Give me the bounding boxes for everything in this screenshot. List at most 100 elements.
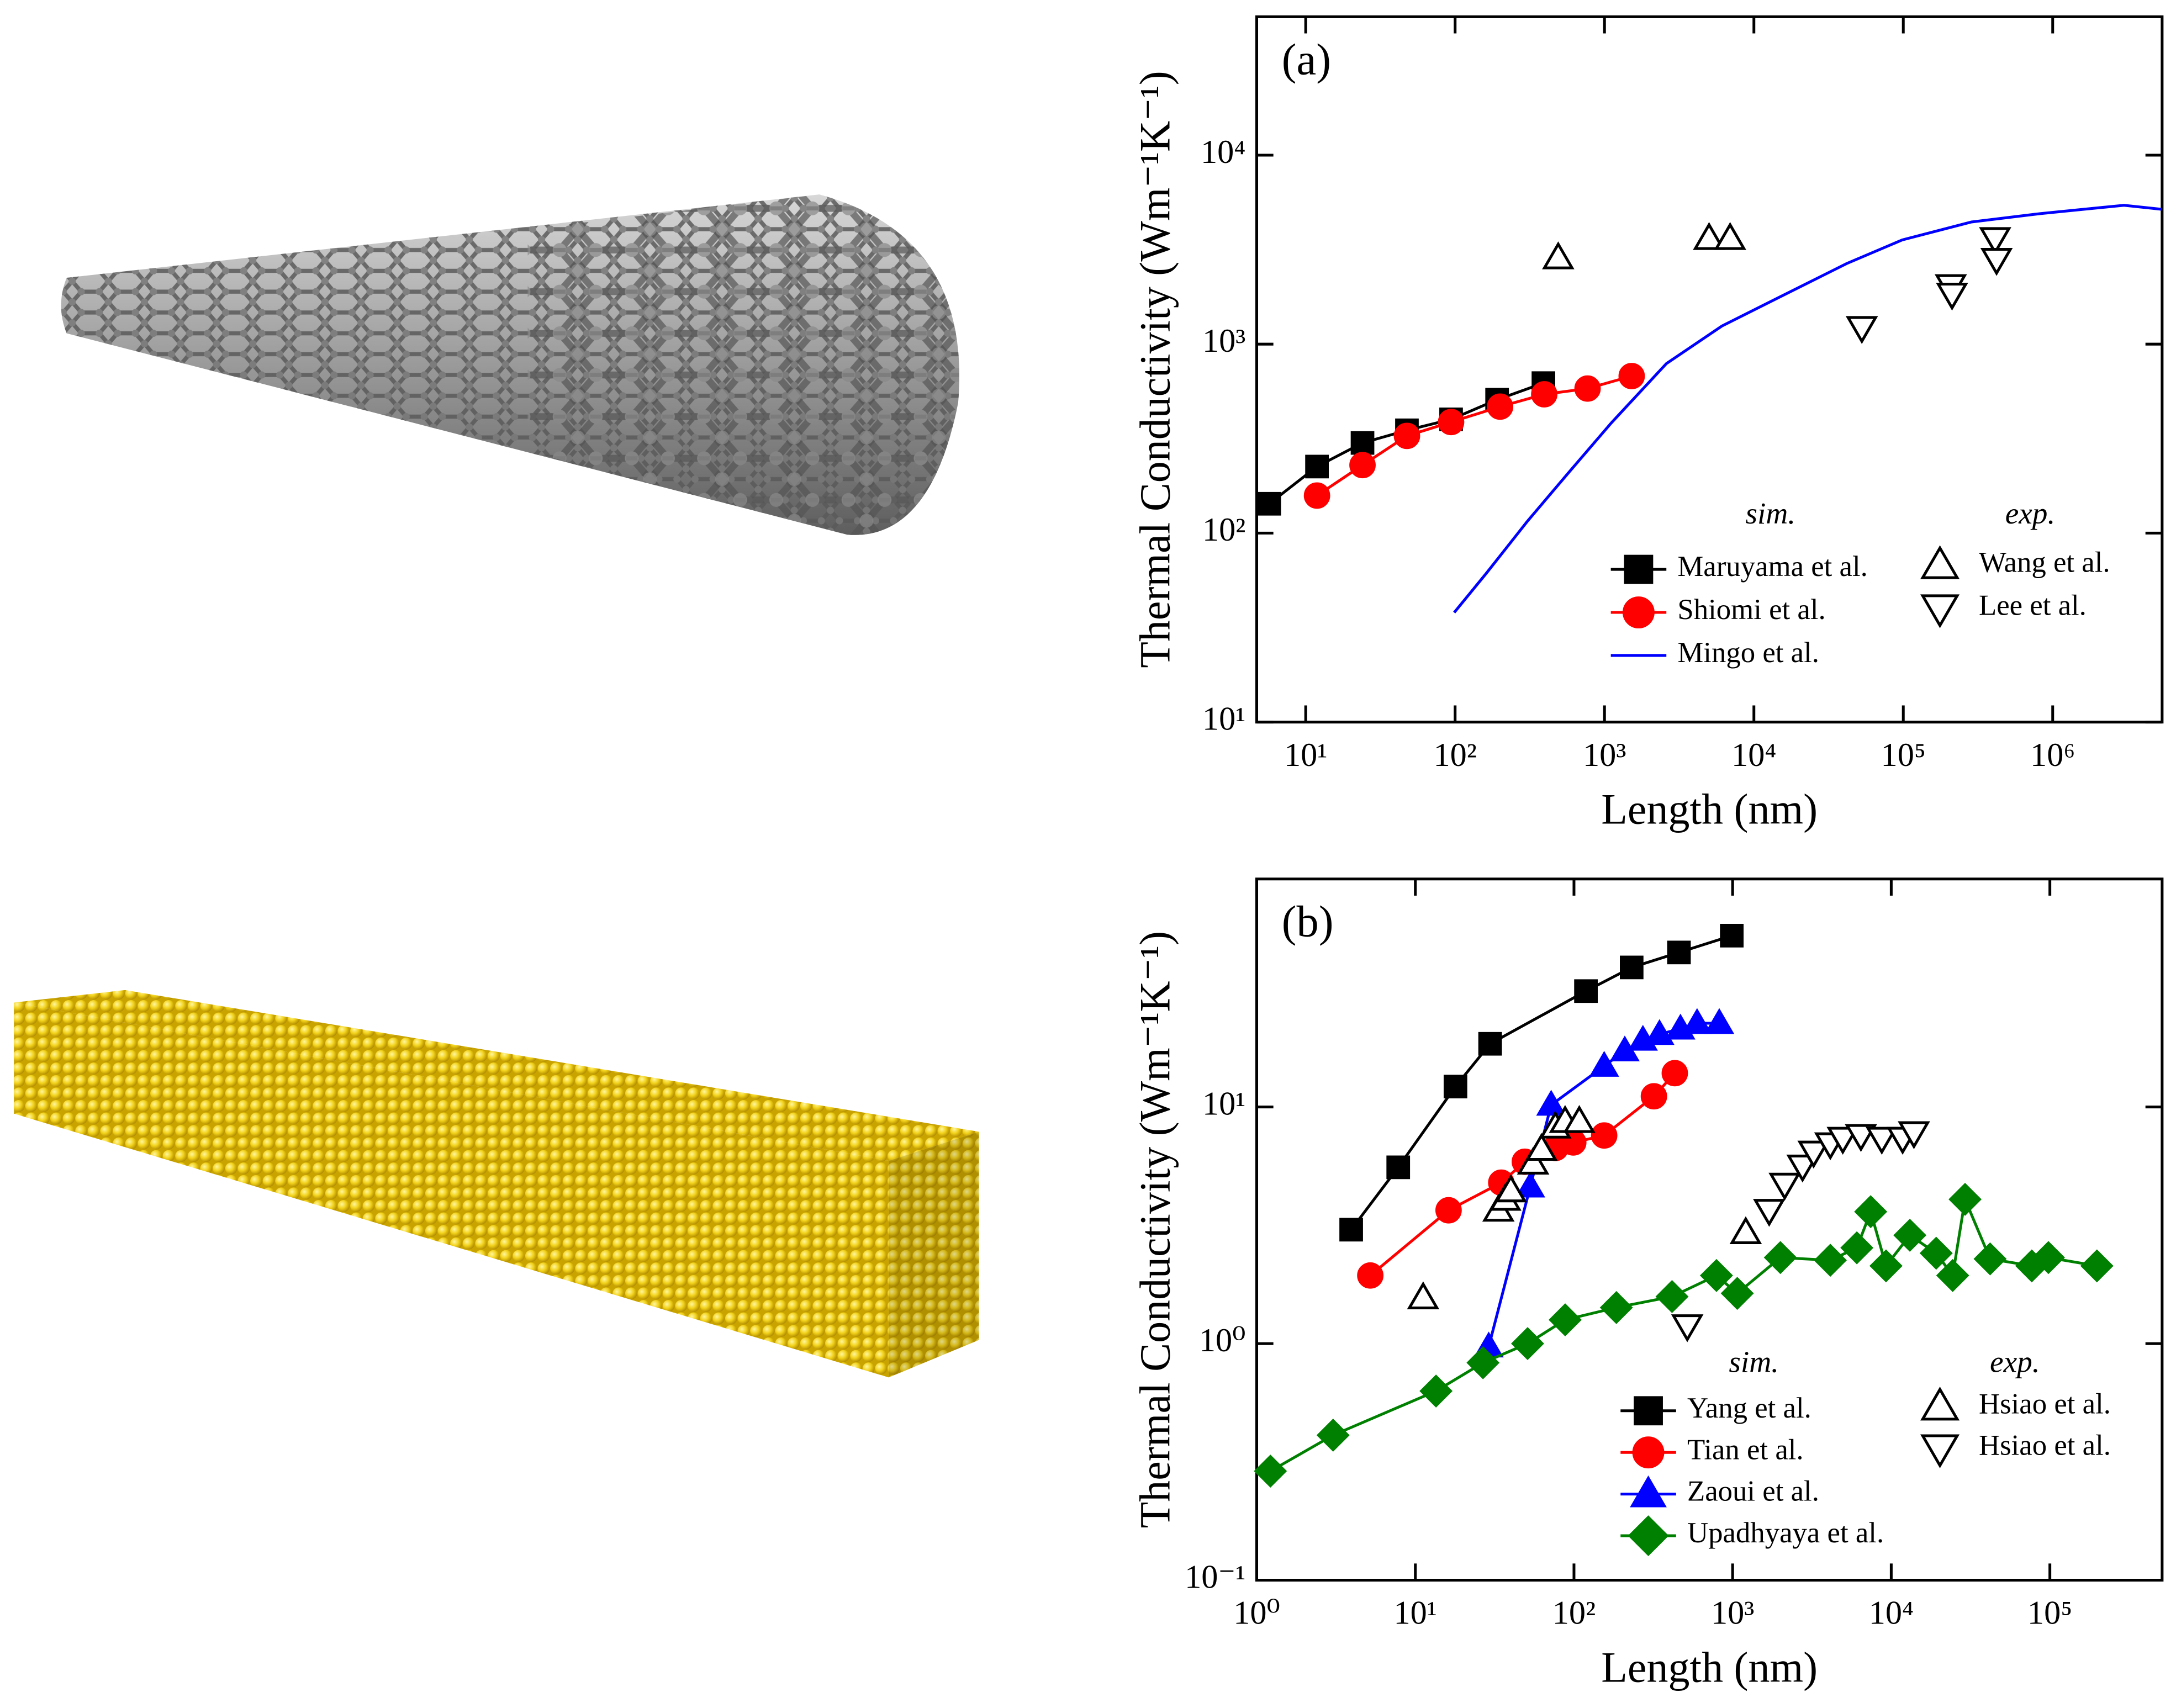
marker-triangle-down: [1980, 248, 2013, 276]
marker-diamond: [1316, 1419, 1350, 1452]
marker-diamond: [1254, 1455, 1287, 1488]
marker-triangle-up: [1525, 1133, 1558, 1161]
marker-diamond: [1699, 1258, 1733, 1292]
panel-label: (b): [1282, 897, 1334, 946]
marker-circle: [1357, 1262, 1384, 1289]
marker-triangle-down: [1979, 227, 2011, 255]
marker-diamond: [2080, 1249, 2114, 1283]
marker-triangle-up: [1536, 1090, 1566, 1116]
marker-triangle-up: [1714, 222, 1746, 250]
marker-diamond: [1814, 1244, 1847, 1277]
marker-square: [1620, 955, 1644, 980]
legend-marker: [1634, 1396, 1663, 1426]
marker-triangle-down: [1845, 1124, 1877, 1152]
marker-diamond: [1466, 1346, 1500, 1379]
marker-triangle-up: [1682, 1008, 1712, 1034]
legend-label: Hsiao et al.: [1979, 1430, 2111, 1462]
marker-diamond: [1511, 1327, 1544, 1361]
marker-diamond: [1763, 1241, 1797, 1275]
legend-label: Hsiao et al.: [1979, 1388, 2111, 1420]
legend-label: Mingo et al.: [1677, 637, 1819, 669]
marker-square: [1574, 979, 1598, 1003]
marker-triangle-up: [1494, 1174, 1527, 1203]
legend-label: Lee et al.: [1979, 590, 2087, 622]
marker-diamond: [1419, 1374, 1453, 1408]
marker-diamond: [1720, 1277, 1754, 1310]
marker-diamond: [1948, 1182, 1982, 1216]
legend-title: exp.: [1990, 1345, 2040, 1378]
marker-triangle-up: [1563, 1105, 1596, 1133]
x-tick-label: 10⁴: [1869, 1595, 1914, 1632]
marker-diamond: [1854, 1195, 1888, 1229]
marker-circle: [1618, 363, 1645, 389]
marker-triangle-up: [1589, 1051, 1619, 1077]
marker-diamond: [1655, 1280, 1689, 1313]
x-tick-label: 10⁵: [1881, 737, 1926, 774]
legend-label: Maruyama et al.: [1677, 551, 1868, 583]
y-axis-label: Thermal Conductivity (Wm⁻¹K⁻¹): [1131, 71, 1179, 668]
marker-triangle-down: [1768, 1172, 1801, 1201]
plot-frame: [1255, 877, 2164, 1582]
marker-triangle-up: [1407, 1281, 1440, 1309]
x-tick-label: 10²: [1552, 1595, 1596, 1632]
y-tick-label: 10¹: [1202, 700, 1245, 737]
marker-circle: [1349, 452, 1376, 479]
marker-triangle-down: [1786, 1154, 1819, 1183]
marker-triangle-up: [1515, 1171, 1545, 1198]
legend-title: sim.: [1745, 496, 1795, 530]
marker-square: [1257, 491, 1281, 516]
y-tick-label: 10²: [1202, 511, 1245, 548]
marker-square: [1386, 1155, 1411, 1180]
marker-triangle-down: [1936, 282, 1968, 311]
marker-triangle-down: [1845, 316, 1878, 344]
marker-circle: [1640, 1083, 1667, 1110]
marker-circle: [1393, 422, 1420, 450]
plot-frame: [1255, 15, 2164, 724]
marker-diamond: [1549, 1303, 1582, 1337]
series-line: [1453, 204, 2162, 614]
marker-triangle-down: [1898, 1121, 1930, 1150]
nanotube-illustration: [61, 194, 960, 535]
marker-square: [1667, 940, 1691, 965]
y-axis-label: Thermal Conductivity (Wm⁻¹K⁻¹): [1131, 931, 1179, 1528]
legend-marker: [1920, 1387, 1960, 1421]
y-tick-label: 10⁰: [1199, 1322, 1246, 1359]
marker-diamond: [1869, 1249, 1903, 1283]
x-tick-label: 10²: [1433, 737, 1476, 774]
legend-title: exp.: [2005, 496, 2056, 530]
y-tick-label: 10⁴: [1201, 134, 1245, 171]
nanowire-illustration: [14, 990, 979, 1378]
y-tick-label: 10⁻¹: [1185, 1558, 1245, 1595]
marker-square: [1443, 1075, 1467, 1099]
marker-triangle-up: [1704, 1008, 1735, 1034]
legend-marker: [1623, 596, 1655, 628]
legend-label: Wang et al.: [1979, 547, 2110, 579]
x-tick-label: 10⁰: [1233, 1595, 1280, 1632]
legend-marker: [1920, 594, 1960, 628]
marker-triangle-down: [1826, 1127, 1859, 1155]
legend-label: Yang et al.: [1687, 1392, 1811, 1424]
marker-triangle-down: [1671, 1314, 1704, 1342]
legend-label: Upadhyaya et al.: [1687, 1517, 1884, 1549]
x-tick-label: 10¹: [1394, 1595, 1437, 1632]
marker-triangle-up: [1517, 1146, 1550, 1175]
marker-circle: [1438, 409, 1465, 436]
marker-diamond: [1936, 1258, 1969, 1292]
legend-marker: [1630, 1475, 1667, 1508]
marker-square: [1305, 454, 1329, 479]
marker-circle: [1531, 381, 1557, 408]
marker-circle: [1661, 1060, 1688, 1087]
marker-triangle-down: [1797, 1140, 1830, 1169]
marker-triangle-up: [1729, 1216, 1762, 1245]
x-tick-label: 10³: [1711, 1595, 1754, 1632]
marker-circle: [1487, 393, 1514, 420]
marker-circle: [1591, 1122, 1618, 1149]
marker-circle: [1435, 1197, 1462, 1224]
marker-circle: [1574, 375, 1601, 402]
marker-diamond: [1919, 1236, 1953, 1270]
marker-diamond: [1840, 1231, 1874, 1265]
x-tick-label: 10⁶: [2030, 737, 2075, 774]
x-tick-label: 10³: [1583, 737, 1626, 774]
